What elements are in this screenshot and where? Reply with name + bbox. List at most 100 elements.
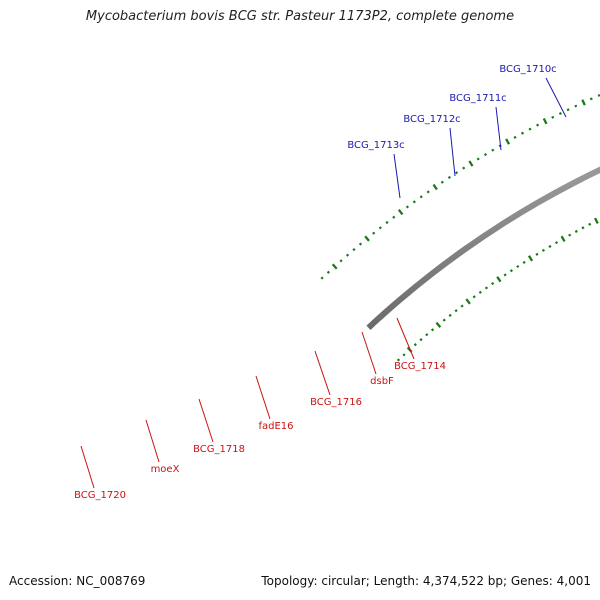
minor-tick	[339, 259, 343, 263]
scale-ticks	[320, 93, 600, 362]
major-tick	[560, 235, 566, 243]
minor-tick	[574, 229, 578, 233]
leader-line	[545, 77, 567, 118]
minor-tick	[385, 220, 389, 225]
minor-tick	[372, 231, 376, 235]
minor-tick	[448, 313, 452, 317]
major-tick	[527, 255, 534, 262]
minor-tick	[472, 295, 476, 299]
minor-tick	[597, 93, 600, 97]
reverse-gene-label: BCG_1720	[74, 490, 126, 501]
minor-tick	[551, 115, 555, 119]
minor-tick	[447, 175, 451, 179]
minor-tick	[352, 247, 356, 252]
major-tick	[542, 117, 548, 125]
leader-line	[393, 153, 401, 199]
minor-tick	[412, 200, 416, 204]
forward-gene-label: BCG_1712c	[403, 114, 460, 125]
major-tick	[397, 208, 404, 216]
minor-tick	[442, 318, 446, 322]
map-title: Mycobacterium bovis BCG str. Pasteur 117…	[85, 9, 515, 24]
outer-tick-ring	[320, 93, 600, 280]
minor-tick	[378, 226, 382, 230]
minor-tick	[320, 276, 324, 280]
minor-tick	[405, 205, 410, 209]
reverse-gene-label: fadE16	[258, 421, 293, 432]
minor-tick	[522, 260, 526, 264]
minor-tick	[513, 135, 517, 139]
major-tick	[468, 160, 474, 167]
genome-backbone	[366, 166, 600, 330]
major-tick	[432, 183, 438, 191]
major-tick	[505, 138, 511, 145]
minor-tick	[460, 304, 464, 308]
minor-tick	[535, 252, 539, 256]
minor-tick	[588, 222, 592, 226]
reverse-gene-label: BCG_1718	[193, 444, 245, 455]
minor-tick	[589, 97, 593, 101]
gene-labels: 1903 kbp1904 kbp1905 kbp1906 kbp1907 kbp…	[74, 64, 567, 501]
minor-tick	[548, 244, 552, 248]
leader-line	[145, 419, 160, 463]
forward-gene-label: BCG_1711c	[449, 93, 506, 104]
leader-line	[396, 317, 415, 360]
major-tick	[496, 276, 502, 283]
minor-tick	[454, 171, 459, 175]
minor-tick	[558, 111, 562, 115]
minor-tick	[462, 166, 466, 170]
forward-gene-label: BCG_1710c	[499, 64, 556, 75]
major-tick	[364, 235, 370, 242]
minor-tick	[483, 152, 488, 157]
minor-tick	[419, 195, 423, 199]
minor-tick	[528, 127, 532, 131]
minor-tick	[541, 248, 545, 252]
major-tick	[581, 99, 586, 106]
leader-line	[198, 398, 214, 443]
genome-summary-text: Topology: circular; Length: 4,374,522 bp…	[261, 574, 591, 588]
minor-tick	[425, 333, 429, 337]
accession-text: Accession: NC_008769	[9, 574, 146, 588]
minor-tick	[554, 241, 559, 245]
minor-tick	[566, 108, 570, 112]
reverse-gene-label: moeX	[151, 464, 180, 475]
minor-tick	[491, 281, 495, 286]
minor-tick	[358, 242, 363, 246]
leader-line	[361, 331, 377, 375]
minor-tick	[509, 269, 513, 273]
minor-tick	[536, 123, 540, 127]
leader-line	[495, 106, 502, 151]
minor-tick	[568, 233, 572, 237]
forward-gene-label: BCG_1713c	[347, 140, 404, 151]
leader-line	[80, 445, 95, 489]
minor-tick	[396, 358, 401, 362]
minor-tick	[516, 264, 520, 269]
minor-tick	[581, 226, 585, 230]
minor-tick	[503, 273, 507, 277]
minor-tick	[326, 270, 330, 274]
minor-tick	[426, 190, 430, 194]
leader-line	[255, 375, 271, 420]
backbone-ring	[366, 166, 600, 330]
minor-tick	[419, 338, 423, 342]
leader-line	[314, 350, 331, 396]
minor-tick	[476, 157, 480, 161]
major-tick	[331, 263, 338, 270]
minor-tick	[478, 290, 482, 294]
minor-tick	[574, 104, 578, 108]
major-tick	[594, 217, 599, 224]
reverse-gene-label: BCG_1714	[394, 361, 446, 372]
reverse-gene-label: BCG_1716	[310, 397, 362, 408]
minor-tick	[402, 353, 406, 357]
major-tick	[435, 321, 442, 328]
minor-tick	[345, 253, 350, 257]
minor-tick	[454, 309, 458, 313]
major-tick	[465, 298, 471, 305]
minor-tick	[430, 328, 435, 332]
minor-tick	[484, 286, 489, 290]
reverse-gene-label: dsbF	[370, 376, 394, 387]
minor-tick	[413, 343, 417, 347]
minor-tick	[491, 148, 495, 152]
inner-tick-ring	[396, 217, 599, 362]
minor-tick	[392, 215, 396, 219]
